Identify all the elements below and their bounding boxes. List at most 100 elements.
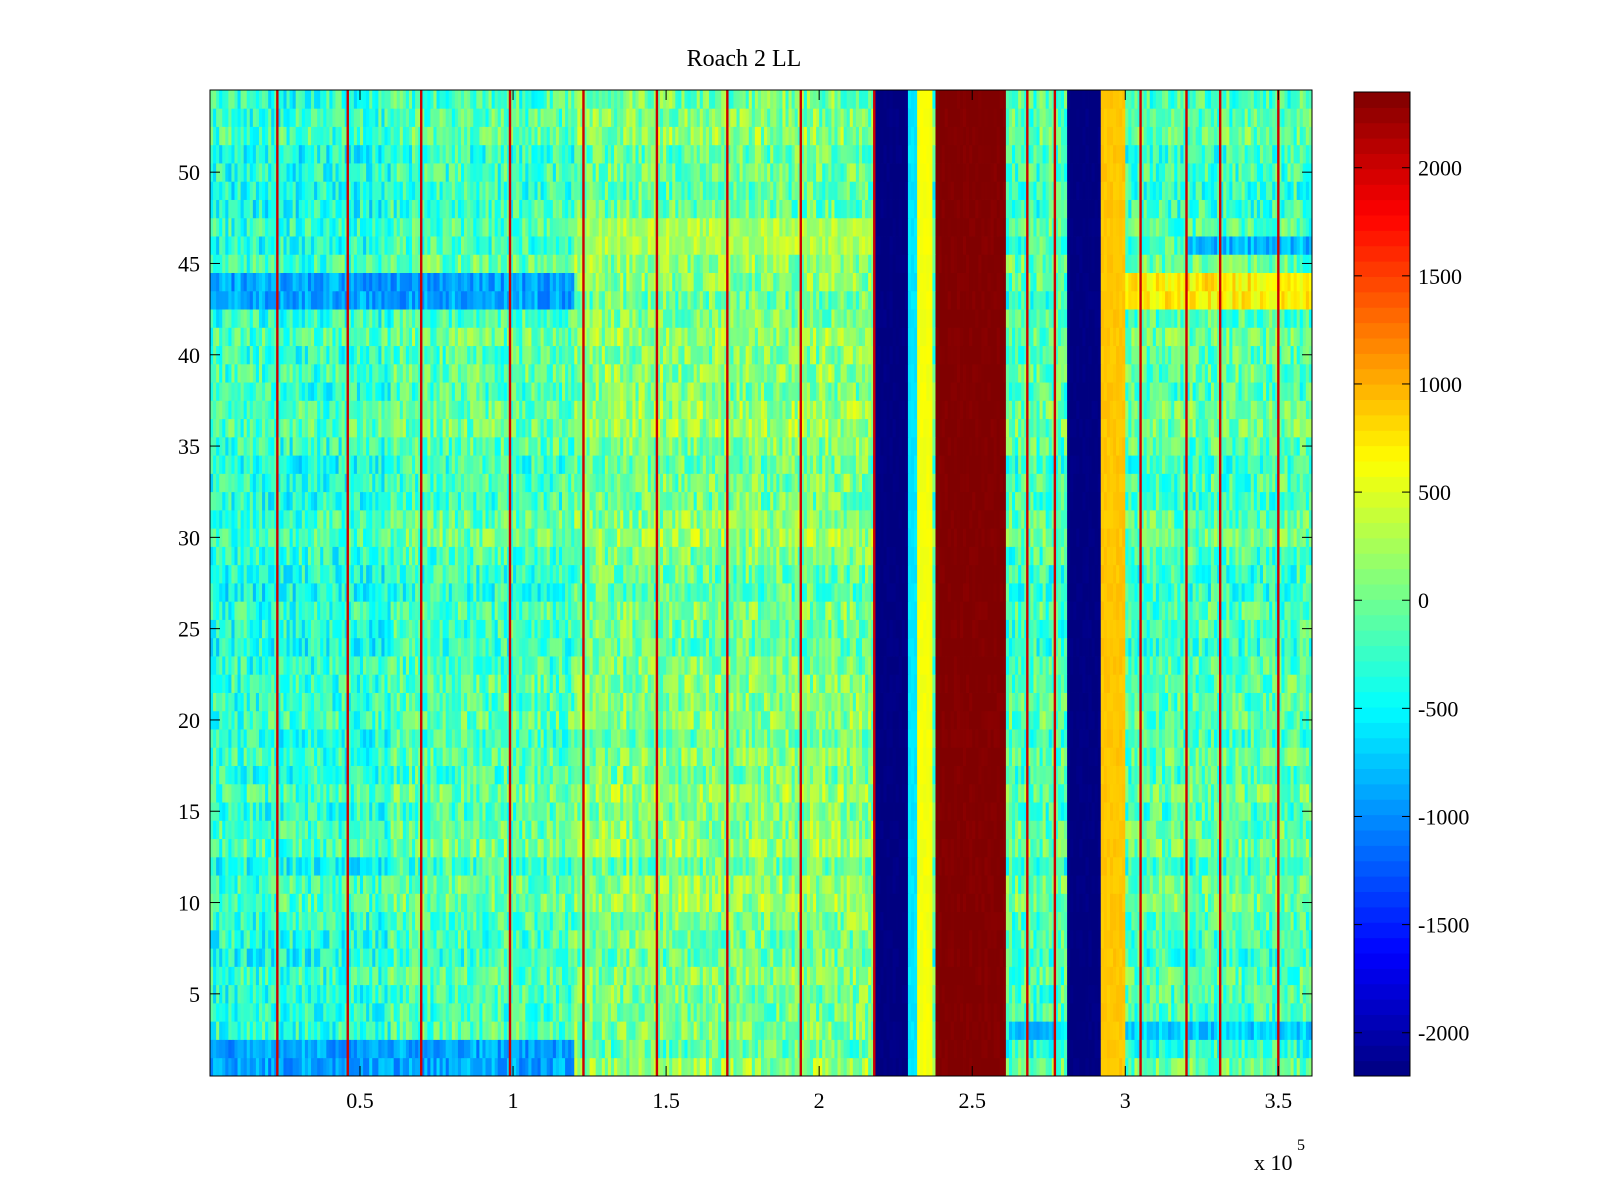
- heatmap-cell: [1248, 1058, 1251, 1077]
- heatmap-cell: [948, 820, 951, 839]
- heatmap-cell: [752, 820, 755, 839]
- heatmap-cell: [219, 1021, 222, 1040]
- heatmap-cell: [433, 820, 436, 839]
- heatmap-cell: [877, 857, 880, 876]
- heatmap-cell: [905, 1039, 908, 1058]
- heatmap-cell: [1089, 985, 1092, 1004]
- heatmap-cell: [486, 985, 489, 1004]
- heatmap-cell: [994, 875, 997, 894]
- heatmap-cell: [360, 930, 363, 949]
- heatmap-cell: [963, 820, 966, 839]
- heatmap-cell: [366, 875, 369, 894]
- heatmap-cell: [415, 966, 418, 985]
- heatmap-cell: [660, 930, 663, 949]
- heatmap-cell: [415, 820, 418, 839]
- heatmap-cell: [706, 966, 709, 985]
- heatmap-cell: [504, 1021, 507, 1040]
- heatmap-cell: [314, 1058, 317, 1077]
- heatmap-cell: [822, 1058, 825, 1077]
- heatmap-cell: [984, 1021, 987, 1040]
- heatmap-cell: [1260, 875, 1263, 894]
- heatmap-cell: [807, 1039, 810, 1058]
- heatmap-cell: [574, 820, 577, 839]
- heatmap-cell: [767, 948, 770, 967]
- heatmap-cell: [1113, 857, 1116, 876]
- heatmap-cell: [761, 1021, 764, 1040]
- heatmap-cell: [290, 1039, 293, 1058]
- heatmap-cell: [776, 1039, 779, 1058]
- heatmap-cell: [1281, 839, 1284, 858]
- heatmap-cell: [1300, 930, 1303, 949]
- heatmap-cell: [1015, 875, 1018, 894]
- heatmap-cell: [250, 857, 253, 876]
- heatmap-cell: [311, 820, 314, 839]
- heatmap-cell: [599, 912, 602, 931]
- heatmap-cell: [862, 948, 865, 967]
- heatmap-cell: [789, 1003, 792, 1022]
- heatmap-cell: [1242, 1058, 1245, 1077]
- heatmap-cell: [271, 1021, 274, 1040]
- heatmap-cell: [599, 966, 602, 985]
- heatmap-cell: [378, 1003, 381, 1022]
- heatmap-cell: [672, 930, 675, 949]
- heatmap-cell: [568, 912, 571, 931]
- heatmap-cell: [978, 912, 981, 931]
- heatmap-cell: [265, 912, 268, 931]
- heatmap-cell: [449, 1039, 452, 1058]
- heatmap-cell: [899, 1058, 902, 1077]
- heatmap-cell: [1281, 966, 1284, 985]
- heatmap-cell: [1033, 857, 1036, 876]
- heatmap-cell: [825, 1039, 828, 1058]
- heatmap-cell: [559, 1003, 562, 1022]
- heatmap-cell: [605, 857, 608, 876]
- heatmap-cell: [939, 1039, 942, 1058]
- heatmap-cell: [1205, 839, 1208, 858]
- heatmap-cell: [782, 1003, 785, 1022]
- heatmap-cell: [1260, 1058, 1263, 1077]
- heatmap-cell: [213, 857, 216, 876]
- heatmap-cell: [492, 857, 495, 876]
- heatmap-cell: [225, 985, 228, 1004]
- heatmap-cell: [709, 966, 712, 985]
- heatmap-cell: [721, 948, 724, 967]
- heatmap-cell: [553, 1058, 556, 1077]
- heatmap-cell: [357, 966, 360, 985]
- heatmap-cell: [1159, 1021, 1162, 1040]
- heatmap-cell: [782, 875, 785, 894]
- heatmap-cell: [675, 985, 678, 1004]
- heatmap-cell: [550, 1003, 553, 1022]
- heatmap-cell: [556, 912, 559, 931]
- heatmap-cell: [645, 930, 648, 949]
- heatmap-cell: [645, 1003, 648, 1022]
- heatmap-cell: [954, 966, 957, 985]
- heatmap-cell: [1012, 875, 1015, 894]
- heatmap-cell: [984, 1003, 987, 1022]
- heatmap-cell: [568, 1039, 571, 1058]
- heatmap-cell: [611, 930, 614, 949]
- heatmap-cell: [1266, 966, 1269, 985]
- heatmap-cell: [853, 912, 856, 931]
- heatmap-cell: [1272, 912, 1275, 931]
- heatmap-cell: [617, 930, 620, 949]
- heatmap-cell: [792, 1039, 795, 1058]
- heatmap-cell: [571, 930, 574, 949]
- heatmap-cell: [779, 820, 782, 839]
- heatmap-cell: [397, 985, 400, 1004]
- heatmap-cell: [957, 857, 960, 876]
- heatmap-cell: [587, 1039, 590, 1058]
- heatmap-cell: [626, 966, 629, 985]
- heatmap-cell: [991, 1021, 994, 1040]
- heatmap-cell: [253, 1021, 256, 1040]
- heatmap-cell: [314, 1021, 317, 1040]
- heatmap-cell: [1003, 912, 1006, 931]
- heatmap-cell: [443, 1039, 446, 1058]
- heatmap-cell: [1199, 875, 1202, 894]
- heatmap-cell: [614, 893, 617, 912]
- heatmap-cell: [853, 893, 856, 912]
- heatmap-cell: [1033, 875, 1036, 894]
- heatmap-cell: [403, 1003, 406, 1022]
- heatmap-cell: [764, 1003, 767, 1022]
- heatmap-cell: [522, 1003, 525, 1022]
- heatmap-cell: [470, 1058, 473, 1077]
- heatmap-cell: [666, 1003, 669, 1022]
